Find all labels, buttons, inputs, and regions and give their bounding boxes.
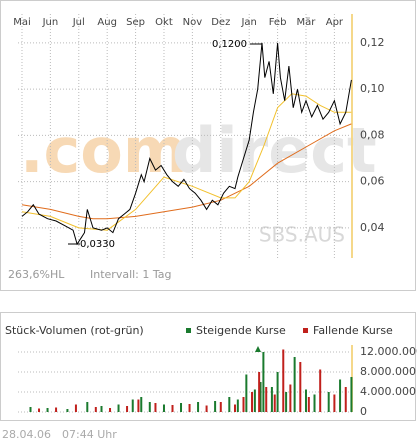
volume-bar [66,409,69,412]
offscale-arrow [255,346,261,352]
volume-bar [180,403,183,412]
volume-bar [313,394,316,412]
volume-bar [109,408,112,412]
volume-bar [162,404,165,412]
volume-bar [293,357,296,412]
volume-bar [259,382,262,412]
volume-bar [344,387,347,412]
x-tick-label: Aug [97,17,117,28]
x-tick-label: Sep [126,17,145,28]
x-tick-label: Apr [326,17,344,28]
volume-bar [262,352,265,412]
time: 07:44 Uhr [62,428,117,441]
volume-bar [273,394,276,412]
annotation: 0,0330 [80,239,115,250]
volume-bar [38,408,41,412]
x-tick-label: Okt [155,17,173,28]
volume-bar [270,387,273,412]
volume-bar [265,387,268,412]
y-tick-label: 0,06 [360,175,385,188]
volume-bar [289,384,292,412]
volume-bar [228,397,231,412]
legend-label: Fallende Kurse [313,324,393,337]
watermark: .com [20,114,188,187]
volume-bar [253,389,256,412]
volume-bar [307,397,310,412]
volume-bar [137,399,140,412]
price-line [21,123,352,220]
volume-bar [55,407,58,412]
volume-bar [236,399,239,412]
y-tick-label: 0,08 [360,128,385,141]
x-tick-label: Mär [297,17,317,28]
x-tick-label: Feb [269,17,287,28]
volume-bar [140,397,143,412]
range-label: 263,6%HL [8,268,65,281]
y-tick-label: 12.000.000 [360,345,417,358]
y-tick-label: 4.000.000 [360,385,416,398]
volume-bar [219,402,222,412]
annotation: 0,1200 [212,39,247,50]
volume-bar [245,374,248,412]
volume-bar [86,402,89,412]
volume-bar [171,405,174,412]
volume-bar [197,402,200,412]
volume-bar [285,392,288,412]
volume-bar [233,404,236,412]
volume-bar [94,407,97,412]
volume-bar [350,377,353,412]
date: 28.04.06 [2,428,51,441]
volume-bar [339,379,342,412]
volume-bar [29,407,32,412]
volume-bar [154,403,157,412]
price-line [21,42,352,246]
legend-label: Steigende Kurse [196,324,286,337]
y-tick-label: 0,12 [360,36,385,49]
volume-bar [188,404,191,412]
legend-swatch [303,328,308,333]
volume-bar [319,369,322,412]
x-tick-label: Jan [240,17,256,28]
volume-bar [258,372,261,412]
volume-bar [333,394,336,412]
volume-bar [251,392,254,412]
volume-bar [205,405,208,412]
x-tick-label: Jun [42,17,59,28]
volume-title: Stück-Volumen (rot-grün) [5,324,144,337]
watermark: direct [172,114,377,187]
interval-label: Intervall: 1 Tag [90,268,172,281]
volume-bar [214,401,217,412]
volume-bar [117,404,120,412]
y-tick-label: 0 [360,405,367,418]
volume-bar [74,404,77,412]
y-tick-label: 0,04 [360,221,385,234]
price-plot [18,14,352,258]
y-tick-label: 0,10 [360,82,385,95]
symbol: SBS.AUS [259,223,345,247]
volume-bar [282,349,285,412]
x-tick-label: Dez [211,17,230,28]
y-tick-label: 8.000.000 [360,365,416,378]
x-tick-label: Nov [183,17,203,28]
volume-bar [100,406,103,412]
legend-swatch [186,328,191,333]
volume-bar [131,399,134,412]
volume-bar [299,362,302,412]
volume-bar [126,406,129,412]
x-tick-label: Mai [13,17,31,28]
x-tick-label: Jul [72,17,85,28]
volume-bar [148,402,151,412]
volume-bar [242,397,245,412]
volume-bar [327,392,330,412]
volume-bar [304,389,307,412]
volume-bar [276,372,279,412]
volume-bar [46,408,49,412]
